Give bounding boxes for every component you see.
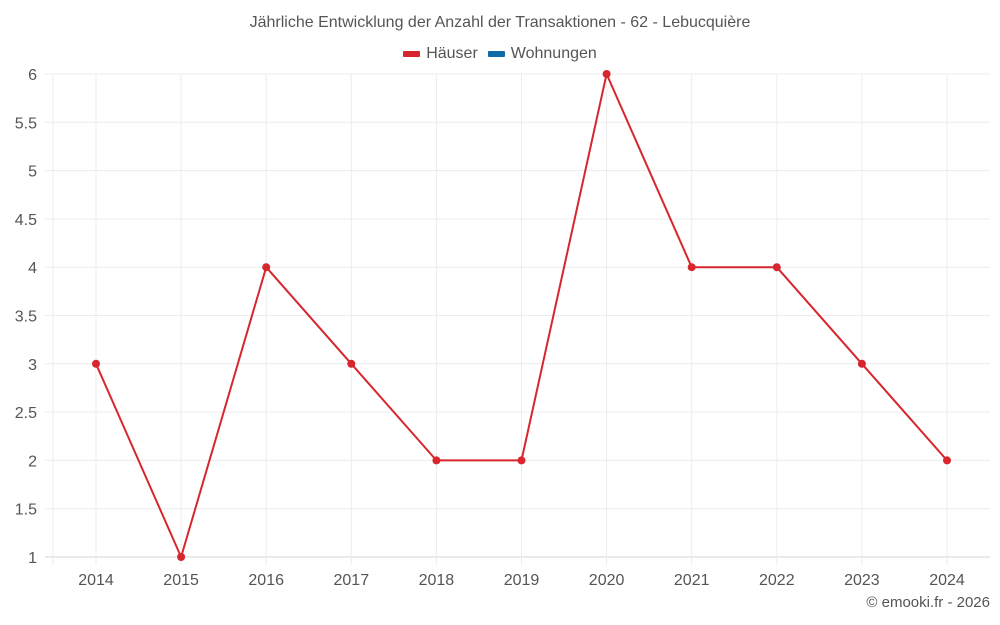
y-tick-label: 4.5 [15, 212, 37, 229]
data-point[interactable] [857, 359, 866, 368]
y-tick-label: 1 [28, 550, 37, 567]
x-tick-label: 2019 [504, 572, 540, 589]
y-tick-label: 5.5 [15, 115, 37, 132]
legend-item-haeuser[interactable]: Häuser [403, 45, 478, 63]
x-axis: 2014 2015 2016 2017 2018 2019 2020 2021 2022 2023… [78, 572, 965, 589]
data-point[interactable] [92, 359, 100, 368]
chart-legend: Häuser Wohnungen [0, 45, 1000, 63]
x-tick-label: 2024 [929, 572, 965, 589]
x-tick-label: 2017 [334, 572, 370, 589]
x-tick-label: 2020 [589, 572, 625, 589]
legend-swatch-haeuser [403, 51, 421, 57]
chart-title: Jährliche Entwicklung der Anzahl der Tra… [249, 14, 751, 31]
series-haeuser [92, 70, 951, 561]
data-point[interactable] [602, 70, 611, 78]
data-point[interactable] [432, 456, 441, 465]
data-point[interactable] [687, 263, 696, 272]
copyright-footer: © emooki.fr - 2026 [866, 594, 990, 611]
y-tick-label: 5 [28, 164, 37, 181]
x-tick-label: 2015 [163, 572, 199, 589]
legend-label-haeuser: Häuser [426, 45, 478, 62]
legend-swatch-wohnungen [487, 51, 505, 57]
legend-item-wohnungen[interactable]: Wohnungen [487, 45, 597, 63]
legend-label-wohnungen: Wohnungen [510, 45, 597, 62]
data-point[interactable] [177, 553, 186, 561]
y-tick-label: 3.5 [15, 309, 37, 326]
y-axis: 1 1.5 2 2.5 3 3.5 4 4.5 5 5.5 6 [15, 67, 37, 567]
grid-lines [45, 73, 990, 565]
x-tick-label: 2023 [844, 572, 880, 589]
x-tick-label: 2021 [674, 572, 710, 589]
x-tick-label: 2022 [759, 572, 795, 589]
data-point[interactable] [943, 456, 951, 465]
x-tick-label: 2016 [248, 572, 284, 589]
x-tick-label: 2018 [419, 572, 455, 589]
y-tick-label: 4 [28, 260, 37, 277]
data-point[interactable] [262, 263, 271, 272]
data-point[interactable] [772, 263, 781, 272]
y-tick-label: 2 [28, 453, 37, 470]
y-tick-label: 3 [28, 357, 37, 374]
data-point[interactable] [517, 456, 526, 465]
y-tick-label: 6 [28, 67, 37, 84]
x-tick-label: 2014 [78, 572, 114, 589]
data-point[interactable] [347, 359, 356, 368]
y-tick-label: 1.5 [15, 502, 37, 519]
y-tick-label: 2.5 [15, 405, 37, 422]
